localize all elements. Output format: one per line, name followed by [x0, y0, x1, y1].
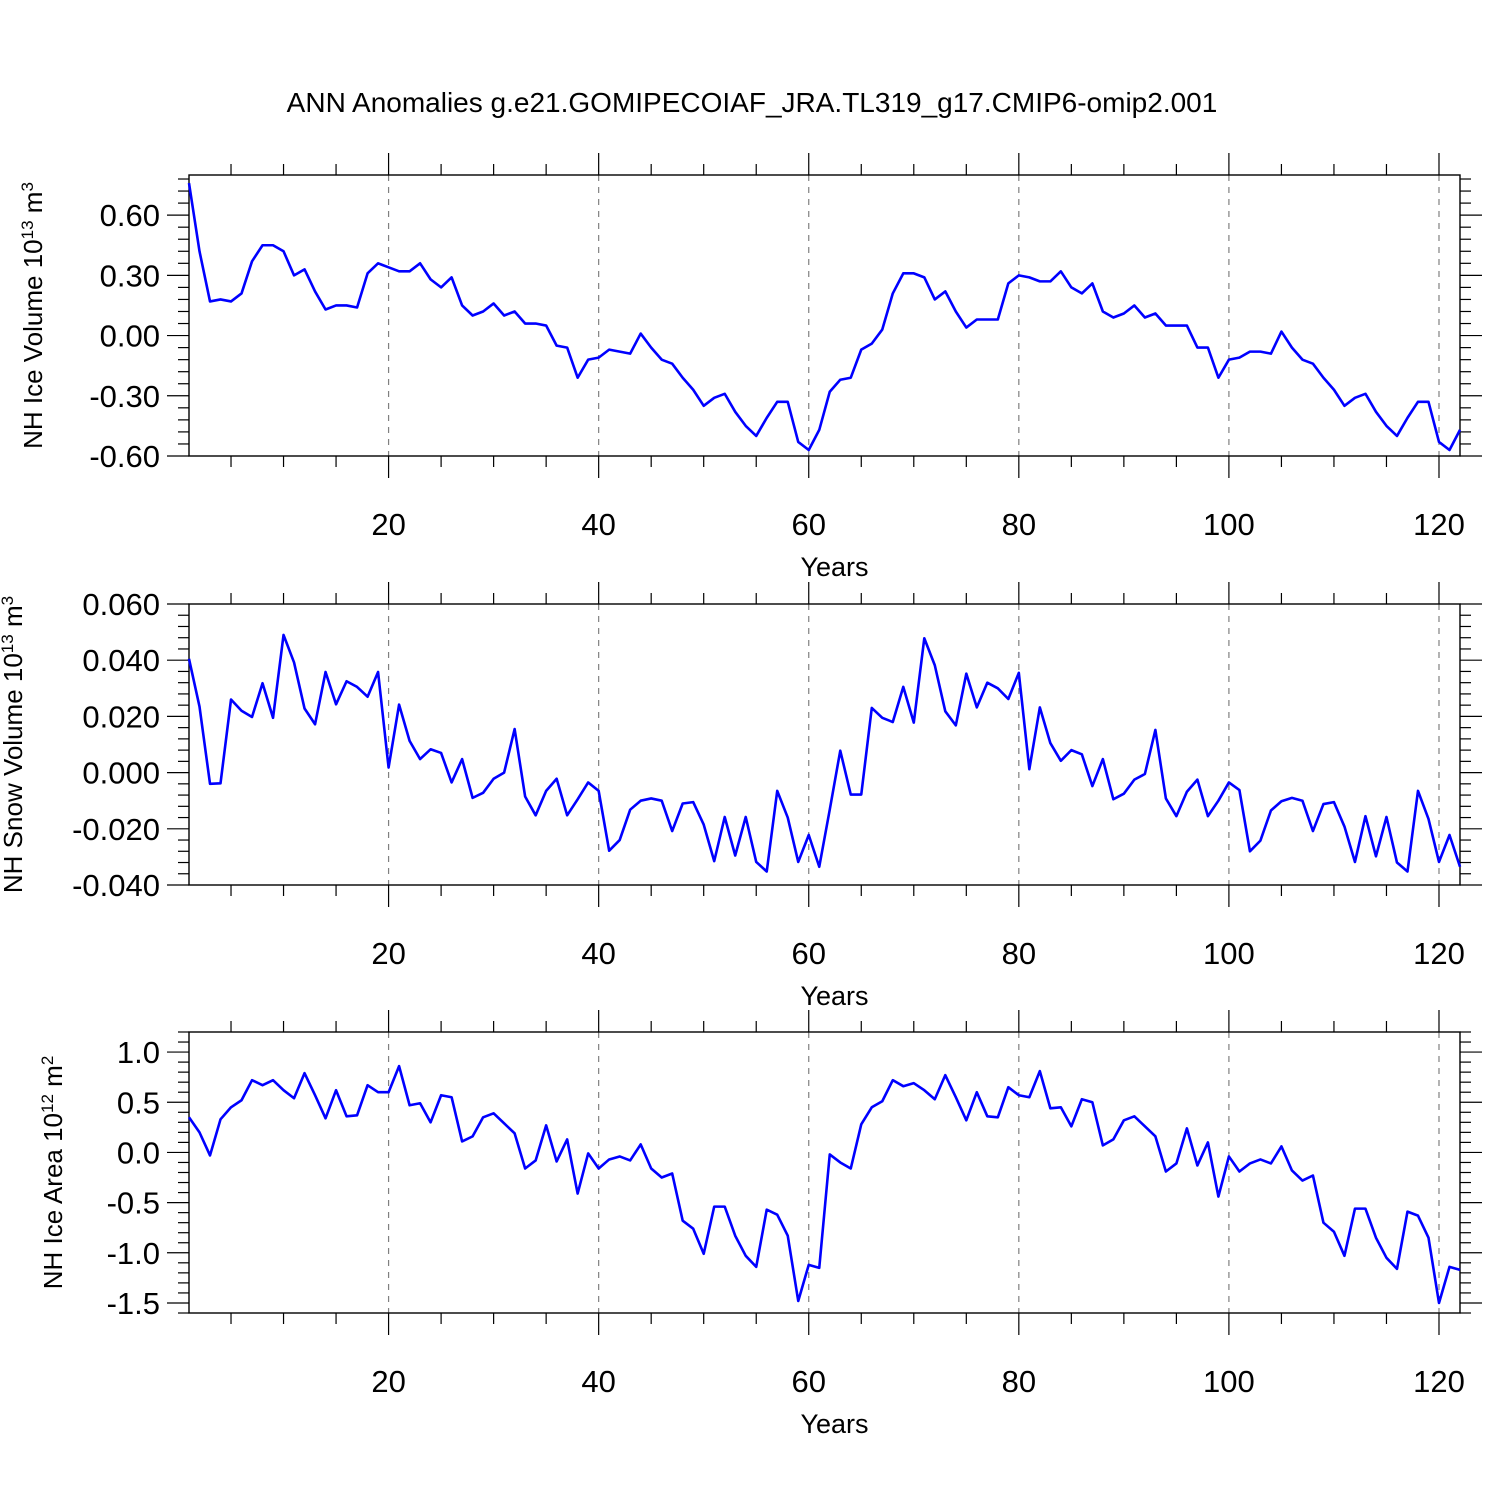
- ice-area-xtick-label: 40: [581, 1364, 615, 1399]
- snow-volume-ylabel-unit: m: [0, 605, 28, 634]
- ice-area-ytick-label: 1.0: [117, 1035, 160, 1070]
- snow-volume-frame: [188, 603, 1461, 886]
- ice-area-ytick-label: -0.5: [107, 1186, 160, 1221]
- ice-area-ylabel-exponent: 12: [38, 1094, 57, 1113]
- snow-volume-series-line: [187, 633, 1462, 873]
- ice-area-ytick-label: -1.0: [107, 1236, 160, 1271]
- ice-volume-ytick-label: 0.30: [100, 258, 160, 293]
- ice-volume-ylabel-text: NH Ice Volume 10: [18, 239, 48, 449]
- ice-area-xtick-label: 100: [1203, 1364, 1255, 1399]
- snow-volume-xtick-label: 120: [1413, 936, 1465, 971]
- snow-volume-ylabel: NH Snow Volume 1013 m3: [0, 596, 28, 893]
- snow-volume-ytick-label: 0.040: [82, 643, 160, 678]
- ice-volume-ytick-label: 0.60: [100, 198, 160, 233]
- ice-area-ytick-label: 0.5: [117, 1085, 160, 1120]
- ice-volume-ylabel-exponent: 13: [18, 220, 37, 239]
- ice-volume-xtick-label: 120: [1413, 507, 1465, 542]
- ice-area-ylabel: NH Ice Area 1012 m2: [38, 1056, 69, 1290]
- snow-volume-ylabel-exponent: 13: [0, 634, 17, 653]
- ice-area-ytick-label: 0.0: [117, 1135, 160, 1170]
- ice-area-ylabel-unit: m: [38, 1065, 68, 1094]
- ice-volume-xtick-label: 20: [371, 507, 405, 542]
- snow-volume-ylabel-unit-exponent: 3: [0, 596, 17, 605]
- ice-volume-ytick-label: 0.00: [100, 319, 160, 354]
- ice-volume-xlabel: Years: [800, 552, 868, 582]
- ice-volume-xtick-label: 100: [1203, 507, 1255, 542]
- snow-volume-xtick-label: 80: [1002, 936, 1036, 971]
- snow-volume-xtick-label: 60: [792, 936, 826, 971]
- snow-volume-ytick-label: -0.020: [72, 812, 160, 847]
- ice-volume-ylabel-unit-exponent: 3: [18, 182, 37, 191]
- ice-area-series-line: [187, 1064, 1461, 1305]
- ice-volume-ylabel: NH Ice Volume 1013 m3: [18, 182, 49, 449]
- ice-volume-ytick-label: -0.30: [89, 379, 160, 414]
- snow-volume-ytick-label: 0.000: [82, 756, 160, 791]
- panel-ice-area: 20 40 60 80 100 120 -1.5 -1.0 -0.5 0.0 0.5 1.0 Years…: [38, 1010, 1482, 1439]
- ice-volume-series-line: [187, 182, 1462, 452]
- ice-volume-ylabel-unit: m: [18, 192, 48, 221]
- ice-area-ylabel-text: NH Ice Area 10: [38, 1113, 68, 1289]
- ice-area-xtick-label: 120: [1413, 1364, 1465, 1399]
- figure-title: ANN Anomalies g.e21.GOMIPECOIAF_JRA.TL31…: [287, 87, 1218, 118]
- snow-volume-ylabel-text: NH Snow Volume 10: [0, 653, 28, 893]
- snow-volume-xlabel: Years: [800, 981, 868, 1011]
- ice-area-ylabel-unit-exponent: 2: [38, 1056, 57, 1065]
- ice-area-frame: [188, 1031, 1461, 1314]
- panel-ice-volume: 20 40 60 80 100 120 -0.60 -0.30 0.00 0.30 0.60 Year…: [18, 153, 1482, 582]
- snow-volume-xtick-label: 20: [371, 936, 405, 971]
- ice-volume-xtick-label: 60: [792, 507, 826, 542]
- ice-area-xtick-label: 60: [792, 1364, 826, 1399]
- ice-area-xlabel: Years: [800, 1409, 868, 1439]
- snow-volume-xtick-label: 40: [581, 936, 615, 971]
- ice-volume-xtick-label: 80: [1002, 507, 1036, 542]
- ice-area-ytick-label: -1.5: [107, 1286, 160, 1321]
- snow-volume-ytick-label: -0.040: [72, 868, 160, 903]
- ice-area-xtick-label: 80: [1002, 1364, 1036, 1399]
- panel-snow-volume: 20 40 60 80 100 120 -0.040 -0.020 0.000 0.020 0.04…: [0, 582, 1482, 1011]
- ice-volume-frame: [188, 174, 1461, 457]
- snow-volume-ytick-label: 0.060: [82, 587, 160, 622]
- ice-volume-xtick-label: 40: [581, 507, 615, 542]
- snow-volume-xtick-label: 100: [1203, 936, 1255, 971]
- ice-volume-ytick-label: -0.60: [89, 439, 160, 474]
- snow-volume-ytick-label: 0.020: [82, 699, 160, 734]
- ice-area-xtick-label: 20: [371, 1364, 405, 1399]
